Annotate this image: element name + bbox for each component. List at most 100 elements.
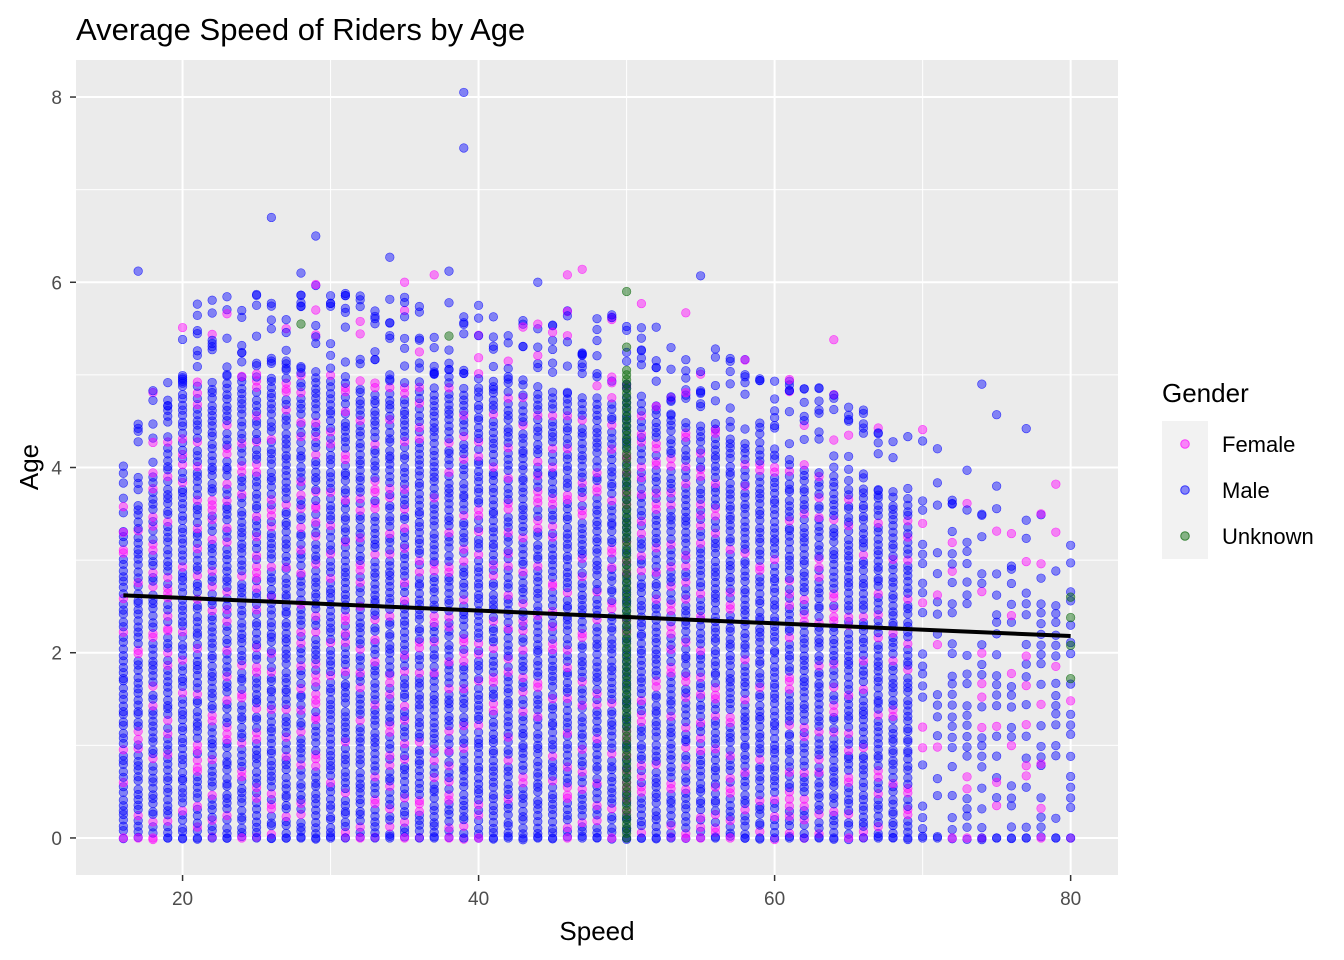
point-male xyxy=(992,701,1002,711)
point-male xyxy=(281,534,291,544)
point-male xyxy=(177,644,188,654)
point-male xyxy=(311,634,321,645)
point-male xyxy=(636,345,647,355)
point-male xyxy=(222,757,232,767)
point-male xyxy=(533,342,543,352)
point-male xyxy=(1021,659,1031,669)
point-female xyxy=(636,528,647,539)
point-male xyxy=(296,539,306,549)
point-male xyxy=(503,818,513,828)
point-zero xyxy=(296,833,306,843)
point-female xyxy=(1051,527,1061,537)
point-male xyxy=(725,534,735,544)
point-male xyxy=(947,577,957,588)
point-male xyxy=(325,782,336,792)
point-male xyxy=(858,523,869,533)
point-female xyxy=(962,784,972,794)
point-male xyxy=(992,690,1002,700)
point-male xyxy=(207,338,217,349)
point-male xyxy=(296,268,306,278)
point-female xyxy=(918,518,928,529)
point-male xyxy=(133,478,143,488)
point-male xyxy=(133,510,143,520)
point-male xyxy=(503,512,513,522)
point-male xyxy=(814,434,824,444)
point-male xyxy=(325,814,336,825)
point-male xyxy=(251,723,262,733)
point-female xyxy=(399,277,410,287)
point-male xyxy=(814,817,824,828)
point-female xyxy=(562,270,572,280)
point-unknown xyxy=(1066,592,1076,602)
point-male xyxy=(755,645,765,655)
point-male xyxy=(281,454,291,464)
point-male xyxy=(266,727,276,737)
point-male xyxy=(651,717,661,727)
point-female xyxy=(296,705,306,715)
point-male xyxy=(311,528,321,538)
point-female xyxy=(918,743,928,753)
point-male xyxy=(932,731,943,741)
point-female xyxy=(607,372,617,382)
point-male xyxy=(977,741,987,751)
point-male xyxy=(1036,679,1046,689)
point-male xyxy=(844,464,854,474)
point-male xyxy=(296,511,306,521)
point-male xyxy=(251,445,262,455)
point-male xyxy=(844,512,854,523)
point-male xyxy=(177,632,188,642)
point-male xyxy=(207,484,217,494)
point-male xyxy=(163,695,173,705)
point-male xyxy=(740,389,750,399)
point-male xyxy=(192,721,202,731)
point-male xyxy=(237,510,247,521)
point-male xyxy=(607,412,617,422)
point-male xyxy=(133,721,143,731)
point-male xyxy=(118,617,128,627)
point-male xyxy=(148,618,158,628)
point-male xyxy=(340,418,350,428)
point-male xyxy=(784,439,795,449)
point-male xyxy=(281,556,291,566)
point-male xyxy=(133,717,143,727)
points-layer xyxy=(118,87,1076,845)
point-female xyxy=(932,640,943,650)
point-male xyxy=(148,671,158,681)
point-male xyxy=(163,432,173,442)
point-male xyxy=(325,660,336,670)
point-male xyxy=(266,694,276,704)
point-male xyxy=(266,315,276,325)
point-male xyxy=(681,418,691,428)
point-male xyxy=(207,308,217,318)
point-male xyxy=(325,709,336,720)
point-male xyxy=(133,772,143,782)
point-female xyxy=(311,611,321,621)
point-male xyxy=(325,627,336,637)
point-male xyxy=(799,397,809,407)
point-male xyxy=(1051,678,1061,688)
point-male xyxy=(459,319,469,329)
point-male xyxy=(207,688,217,698)
point-female xyxy=(148,753,158,763)
point-male xyxy=(681,355,691,365)
point-male xyxy=(296,409,306,419)
point-male xyxy=(740,439,750,449)
point-male xyxy=(163,723,173,733)
point-male xyxy=(177,681,188,691)
point-male xyxy=(918,812,928,823)
point-male xyxy=(325,363,336,373)
point-male xyxy=(429,529,439,539)
point-female xyxy=(770,462,780,472)
point-male xyxy=(281,395,291,405)
point-male xyxy=(710,419,721,429)
point-male xyxy=(1066,751,1076,761)
point-male xyxy=(251,621,262,631)
point-male xyxy=(977,670,987,680)
point-male xyxy=(592,314,602,324)
point-male xyxy=(888,745,898,755)
point-female xyxy=(118,745,128,755)
point-male xyxy=(340,743,350,754)
point-male xyxy=(385,811,395,821)
point-male xyxy=(237,384,247,394)
y-axis-title: Age xyxy=(14,444,44,490)
